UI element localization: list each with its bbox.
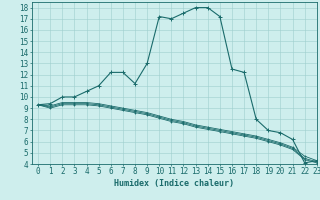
X-axis label: Humidex (Indice chaleur): Humidex (Indice chaleur) [115, 179, 234, 188]
